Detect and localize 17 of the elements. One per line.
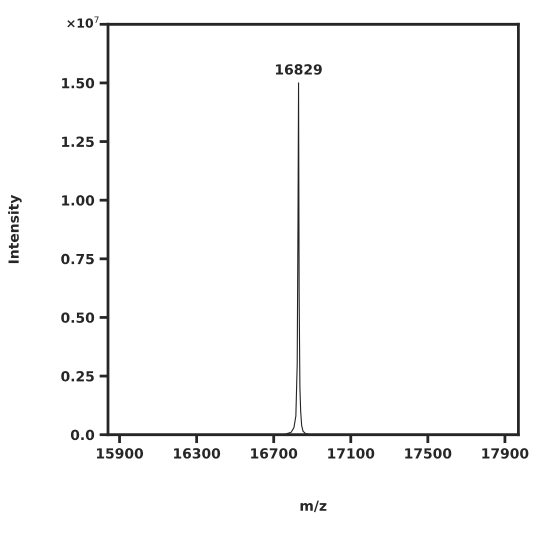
y-tick-label: 0.0 [70, 430, 94, 440]
x-tick-label: 17500 [405, 448, 452, 459]
annotation: 16829 [276, 64, 322, 75]
y-tick-label: 0.25 [61, 371, 94, 382]
x-tick-label: 17900 [482, 448, 528, 459]
y-axis-title: Intensity [8, 194, 22, 264]
x-tick-label: 16700 [251, 448, 298, 459]
y-tick-label: 0.75 [61, 254, 94, 264]
x-tick-label: 16300 [174, 448, 220, 459]
x-tick-label: 17100 [328, 448, 374, 459]
x-tick-label: 15900 [96, 448, 144, 459]
y-tick-label: 1.25 [62, 136, 94, 148]
y-tick-label: 1.00 [62, 195, 94, 206]
text: ×10$^{7}$ [67, 16, 99, 28]
y-tick-label: 1.50 [62, 78, 94, 88]
x-axis-title: m/z [300, 500, 326, 512]
y-tick-label: 0.50 [61, 312, 94, 323]
